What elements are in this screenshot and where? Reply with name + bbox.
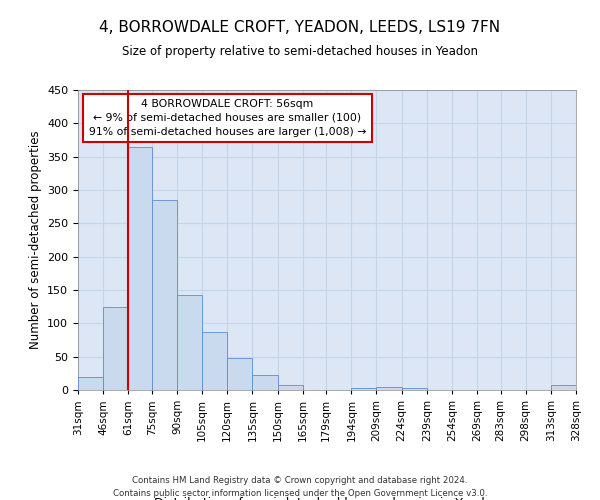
Bar: [551, 384, 576, 390]
Bar: [278, 384, 302, 390]
Bar: [253, 376, 278, 390]
Bar: [401, 388, 427, 390]
Bar: [227, 358, 253, 390]
Bar: [128, 146, 152, 390]
Text: Contains HM Land Registry data © Crown copyright and database right 2024.: Contains HM Land Registry data © Crown c…: [132, 476, 468, 485]
Text: 4 BORROWDALE CROFT: 56sqm
← 9% of semi-detached houses are smaller (100)
91% of : 4 BORROWDALE CROFT: 56sqm ← 9% of semi-d…: [89, 99, 366, 137]
Bar: [352, 388, 376, 390]
Bar: [103, 306, 128, 390]
Text: 4, BORROWDALE CROFT, YEADON, LEEDS, LS19 7FN: 4, BORROWDALE CROFT, YEADON, LEEDS, LS19…: [100, 20, 500, 35]
Bar: [376, 388, 401, 390]
Bar: [78, 376, 103, 390]
Y-axis label: Number of semi-detached properties: Number of semi-detached properties: [29, 130, 41, 350]
Text: Contains public sector information licensed under the Open Government Licence v3: Contains public sector information licen…: [113, 488, 487, 498]
Bar: [177, 294, 202, 390]
Text: Size of property relative to semi-detached houses in Yeadon: Size of property relative to semi-detach…: [122, 45, 478, 58]
Bar: [202, 332, 227, 390]
X-axis label: Distribution of semi-detached houses by size in Yeadon: Distribution of semi-detached houses by …: [154, 496, 500, 500]
Bar: [152, 200, 177, 390]
